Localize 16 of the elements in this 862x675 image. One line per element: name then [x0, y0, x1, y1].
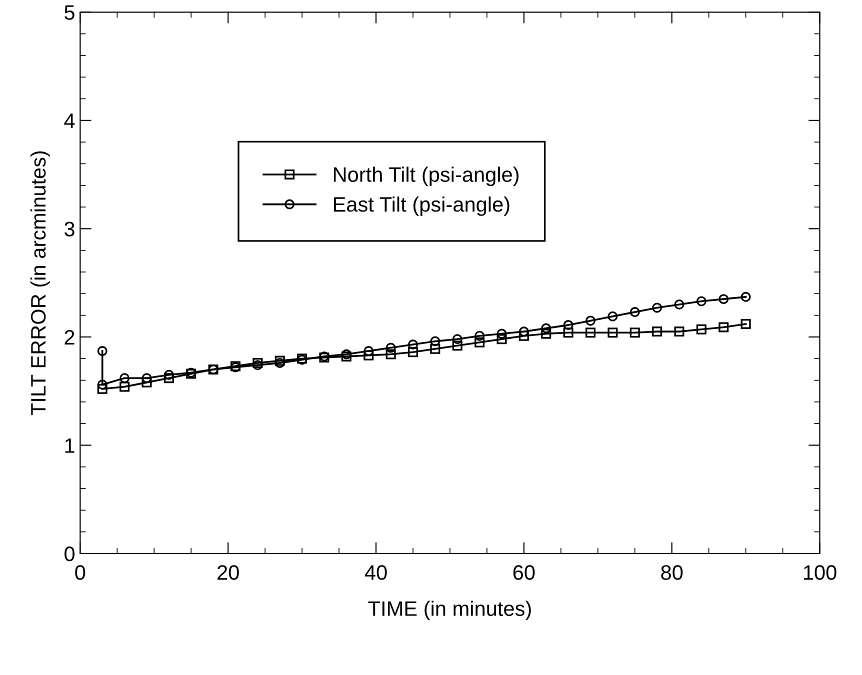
x-axis-title: TIME (in minutes) [368, 600, 531, 620]
y-tick-label: 2 [64, 330, 74, 345]
x-tick-label: 40 [364, 565, 387, 580]
y-axis-title: TILT ERROR (in arcminutes) [30, 151, 50, 416]
y-tick-label: 5 [64, 5, 74, 20]
legend-label: North Tilt (psi-angle) [334, 166, 519, 186]
x-tick-label: 100 [804, 565, 836, 580]
x-tick-label: 80 [661, 565, 683, 580]
y-tick-label: 4 [64, 114, 75, 128]
x-tick-label: 20 [218, 565, 239, 580]
x-tick-label: 0 [75, 565, 86, 580]
x-tick-label: 60 [513, 565, 535, 580]
y-tick-label: 3 [64, 222, 74, 236]
legend-label: East Tilt (psi-angle) [334, 196, 510, 216]
y-tick-label: 0 [64, 546, 74, 562]
y-tick-label: 1 [65, 438, 74, 453]
